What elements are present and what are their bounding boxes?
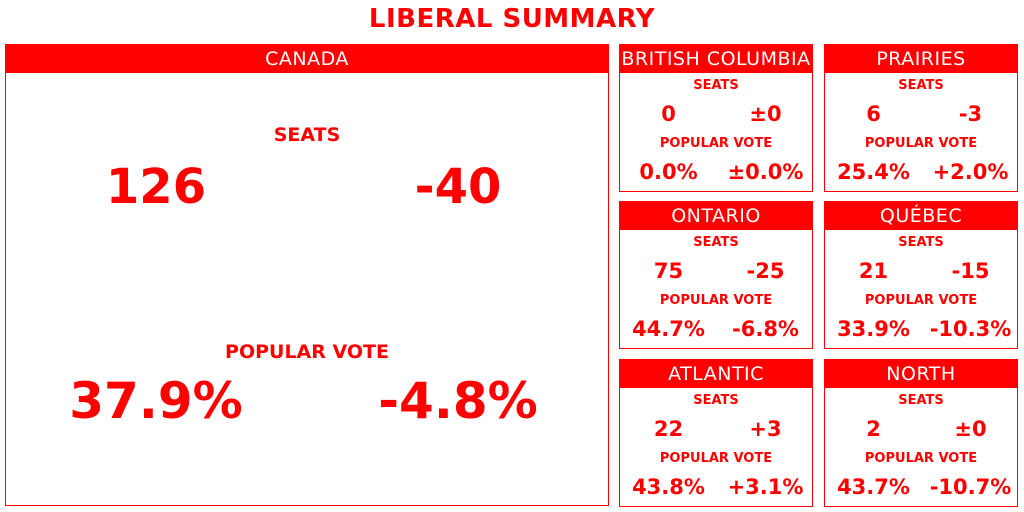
vote-change: +3.1% (727, 475, 804, 499)
seats-change: ±0 (954, 417, 987, 441)
region-panel-atlantic: ATLANTIC SEATS 22 +3 POPULAR VOTE 43.8% … (619, 359, 813, 507)
vote-value: 43.7% (837, 475, 910, 499)
seats-value: 75 (653, 259, 684, 283)
vote-value: 0.0% (639, 160, 698, 184)
seats-value: 6 (866, 102, 881, 126)
seats-label: SEATS (693, 393, 739, 408)
vote-label: POPULAR VOTE (864, 136, 978, 151)
page-title: LIBERAL SUMMARY (368, 4, 656, 34)
vote-label: POPULAR VOTE (864, 451, 978, 466)
seats-change: -15 (951, 259, 990, 283)
vote-change: -10.3% (929, 317, 1012, 341)
region-panel-prairies: PRAIRIES SEATS 6 -3 POPULAR VOTE 25.4% +… (824, 44, 1018, 192)
canada-vote-change: -4.8% (378, 372, 538, 430)
canada-vote-value: 37.9% (69, 372, 243, 430)
seats-value: 21 (858, 259, 889, 283)
seats-label: SEATS (693, 235, 739, 250)
canada-seats-label: SEATS (273, 124, 341, 146)
seats-change: -25 (746, 259, 785, 283)
seats-value: 22 (653, 417, 684, 441)
vote-change: +2.0% (932, 160, 1009, 184)
vote-change: -10.7% (929, 475, 1012, 499)
canada-seats-value: 126 (105, 159, 207, 215)
canada-panel: CANADA SEATS 126 -40 POPULAR VOTE 37.9% … (5, 44, 609, 506)
seats-value: 2 (866, 417, 881, 441)
vote-value: 25.4% (837, 160, 910, 184)
region-header: ATLANTIC (620, 360, 812, 388)
seats-label: SEATS (693, 78, 739, 93)
region-panel-quebec: QUÉBEC SEATS 21 -15 POPULAR VOTE 33.9% -… (824, 201, 1018, 349)
seats-value: 0 (661, 102, 676, 126)
region-header: BRITISH COLUMBIA (620, 45, 812, 73)
region-header: PRAIRIES (825, 45, 1017, 73)
vote-label: POPULAR VOTE (659, 451, 773, 466)
canada-header: CANADA (6, 45, 608, 73)
region-panel-british-columbia: BRITISH COLUMBIA SEATS 0 ±0 POPULAR VOTE… (619, 44, 813, 192)
canada-vote-label: POPULAR VOTE (225, 341, 389, 363)
vote-label: POPULAR VOTE (659, 136, 773, 151)
region-header: ONTARIO (620, 202, 812, 230)
vote-change: ±0.0% (727, 160, 804, 184)
seats-label: SEATS (898, 393, 944, 408)
vote-value: 33.9% (837, 317, 910, 341)
seats-change: ±0 (749, 102, 782, 126)
region-header: QUÉBEC (825, 202, 1017, 230)
seats-change: +3 (749, 417, 782, 441)
vote-label: POPULAR VOTE (864, 293, 978, 308)
seats-change: -3 (958, 102, 983, 126)
vote-value: 43.8% (632, 475, 705, 499)
region-header: NORTH (825, 360, 1017, 388)
vote-change: -6.8% (732, 317, 799, 341)
seats-label: SEATS (898, 78, 944, 93)
vote-value: 44.7% (632, 317, 705, 341)
canada-seats-change: -40 (414, 159, 502, 215)
region-panel-ontario: ONTARIO SEATS 75 -25 POPULAR VOTE 44.7% … (619, 201, 813, 349)
vote-label: POPULAR VOTE (659, 293, 773, 308)
region-panel-north: NORTH SEATS 2 ±0 POPULAR VOTE 43.7% -10.… (824, 359, 1018, 507)
seats-label: SEATS (898, 235, 944, 250)
